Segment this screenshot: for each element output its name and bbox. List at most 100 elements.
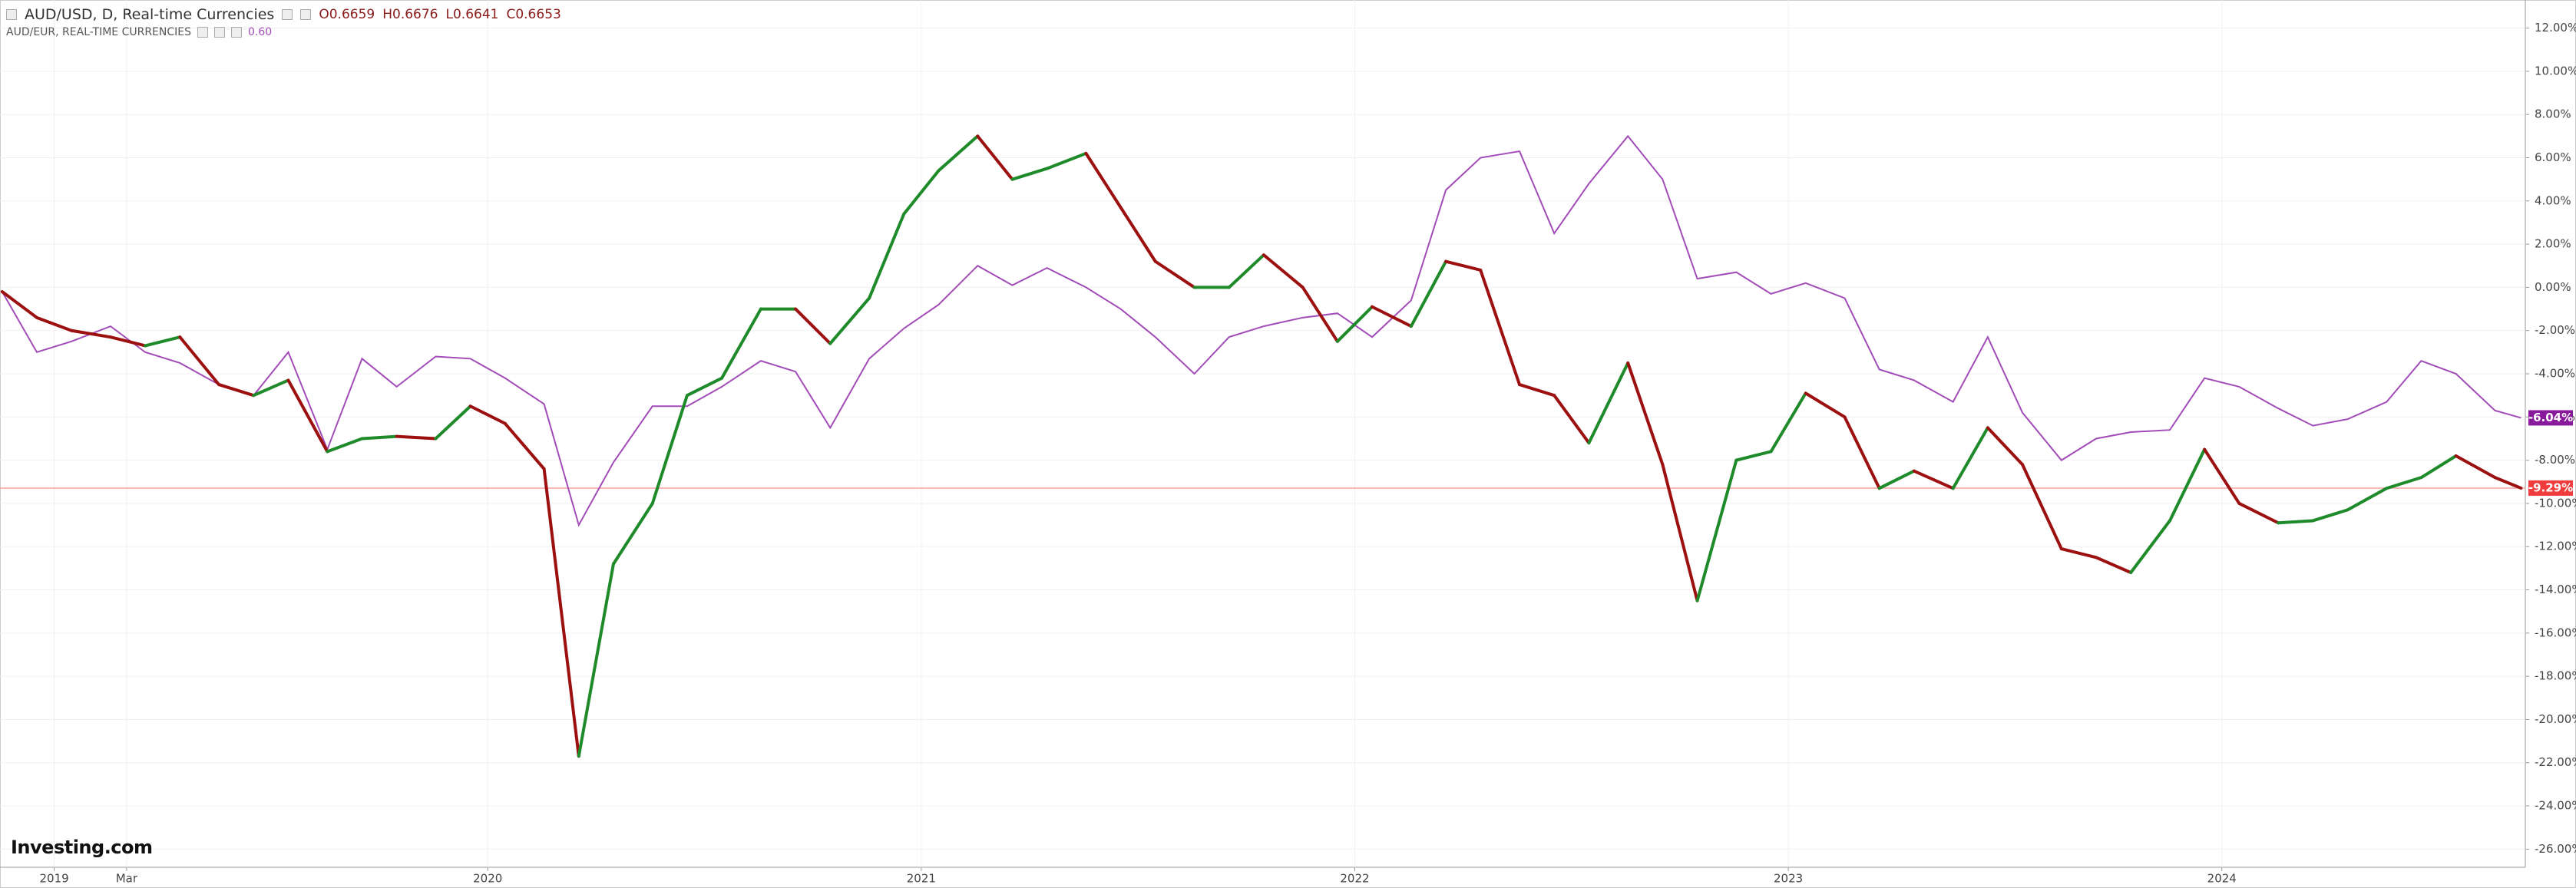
price-segment bbox=[1409, 259, 1448, 328]
y-tick-label: -12.00% bbox=[2535, 540, 2576, 553]
price-segment bbox=[720, 307, 762, 380]
price-segment bbox=[1912, 469, 1955, 490]
ohlc-low: L0.6641 bbox=[445, 7, 499, 22]
last-value-box bbox=[2528, 410, 2573, 426]
y-tick-label: -22.00% bbox=[2535, 755, 2576, 769]
price-segment bbox=[0, 290, 38, 319]
price-segment bbox=[434, 404, 472, 441]
price-segment bbox=[1444, 259, 1483, 272]
compare-legend: AUD/EUR, REAL-TIME CURRENCIES 0.60 bbox=[6, 26, 272, 38]
price-segment bbox=[2237, 501, 2280, 525]
ohlc-open: O0.6659 bbox=[319, 7, 375, 22]
price-segment bbox=[542, 467, 580, 758]
price-segment bbox=[2346, 487, 2389, 512]
price-segment bbox=[1587, 361, 1630, 445]
price-segment bbox=[1301, 286, 1339, 343]
price-segment bbox=[868, 212, 906, 300]
series-name: AUD/USD, D, Real-time Currencies bbox=[25, 6, 275, 23]
price-segment bbox=[902, 169, 941, 216]
price-segment bbox=[1769, 391, 1807, 454]
x-tick-label: 2023 bbox=[1774, 872, 1803, 886]
price-segment bbox=[1335, 305, 1374, 343]
price-segment bbox=[2203, 447, 2241, 505]
close-icon[interactable] bbox=[231, 27, 243, 38]
price-segment bbox=[1010, 167, 1049, 181]
y-tick-label: -24.00% bbox=[2535, 799, 2576, 813]
collapse-icon[interactable] bbox=[6, 9, 17, 20]
price-segment bbox=[1734, 450, 1773, 462]
last-value-box bbox=[2528, 480, 2573, 496]
ohlc-close: C0.6653 bbox=[506, 7, 561, 22]
price-segment bbox=[2311, 508, 2349, 523]
price-segment bbox=[2059, 547, 2098, 560]
price-segment bbox=[2168, 447, 2207, 523]
price-segment bbox=[1951, 426, 1989, 490]
price-segment bbox=[326, 437, 364, 454]
price-segment bbox=[1518, 383, 1556, 398]
settings-icon[interactable] bbox=[197, 27, 209, 38]
main-legend: AUD/USD, D, Real-time Currencies O0.6659… bbox=[6, 6, 561, 23]
price-segment bbox=[1626, 361, 1665, 467]
price-segment bbox=[2419, 454, 2458, 480]
price-segment bbox=[178, 335, 221, 387]
price-segment bbox=[217, 383, 256, 398]
price-segment bbox=[1877, 469, 1916, 490]
price-segment bbox=[1262, 253, 1305, 289]
price-segment bbox=[1153, 259, 1196, 289]
y-tick-label: 6.00% bbox=[2535, 150, 2571, 164]
price-segment bbox=[1227, 253, 1265, 289]
y-tick-label: -8.00% bbox=[2535, 453, 2575, 467]
price-segment bbox=[468, 404, 507, 425]
price-segment bbox=[360, 434, 398, 441]
close-icon[interactable] bbox=[300, 9, 312, 20]
price-segment bbox=[1119, 206, 1157, 263]
y-tick-label: -16.00% bbox=[2535, 626, 2576, 639]
price-segment bbox=[650, 394, 689, 505]
x-tick-label: 2021 bbox=[907, 872, 936, 886]
price-segment bbox=[1804, 391, 1847, 419]
price-segment bbox=[828, 296, 871, 345]
price-segment bbox=[1695, 458, 1738, 602]
price-segment bbox=[2021, 463, 2063, 551]
y-tick-label: -18.00% bbox=[2535, 669, 2576, 683]
price-segment bbox=[1479, 268, 1522, 387]
price-segment bbox=[108, 335, 147, 348]
y-tick-label: -2.00% bbox=[2535, 323, 2575, 337]
price-segment bbox=[2385, 476, 2423, 490]
y-tick-label: 12.00% bbox=[2535, 21, 2576, 35]
price-segment bbox=[1045, 151, 1088, 170]
price-segment bbox=[577, 562, 615, 758]
price-segment bbox=[1661, 463, 1699, 602]
price-segment bbox=[937, 134, 980, 173]
price-segment bbox=[286, 378, 329, 454]
y-tick-label: 4.00% bbox=[2535, 193, 2571, 207]
y-tick-label: -10.00% bbox=[2535, 496, 2576, 510]
y-tick-label: -4.00% bbox=[2535, 367, 2575, 381]
price-segment bbox=[685, 376, 724, 398]
x-tick-label: 2019 bbox=[39, 872, 68, 886]
price-segment bbox=[2454, 454, 2497, 480]
last-value-label: -6.04% bbox=[2528, 411, 2573, 424]
price-segment bbox=[35, 315, 74, 332]
last-value-label: -9.29% bbox=[2528, 480, 2573, 494]
settings-icon[interactable] bbox=[282, 9, 293, 20]
y-tick-label: 10.00% bbox=[2535, 64, 2576, 78]
price-segment bbox=[395, 434, 438, 441]
price-segment bbox=[1371, 305, 1413, 328]
price-segment bbox=[252, 378, 290, 398]
price-segment bbox=[611, 501, 654, 566]
hide-icon[interactable] bbox=[214, 27, 226, 38]
price-segment bbox=[1084, 151, 1123, 210]
x-tick-label: 2024 bbox=[2207, 872, 2237, 886]
legend-value: 0.60 bbox=[248, 26, 273, 38]
price-segment bbox=[1553, 394, 1591, 445]
price-segment bbox=[2277, 519, 2315, 525]
price-segment bbox=[2129, 519, 2171, 575]
y-tick-label: -14.00% bbox=[2535, 583, 2576, 596]
x-tick-label: 2020 bbox=[473, 872, 502, 886]
price-segment bbox=[1986, 426, 2025, 467]
series-name: AUD/EUR, REAL-TIME CURRENCIES bbox=[6, 26, 192, 38]
